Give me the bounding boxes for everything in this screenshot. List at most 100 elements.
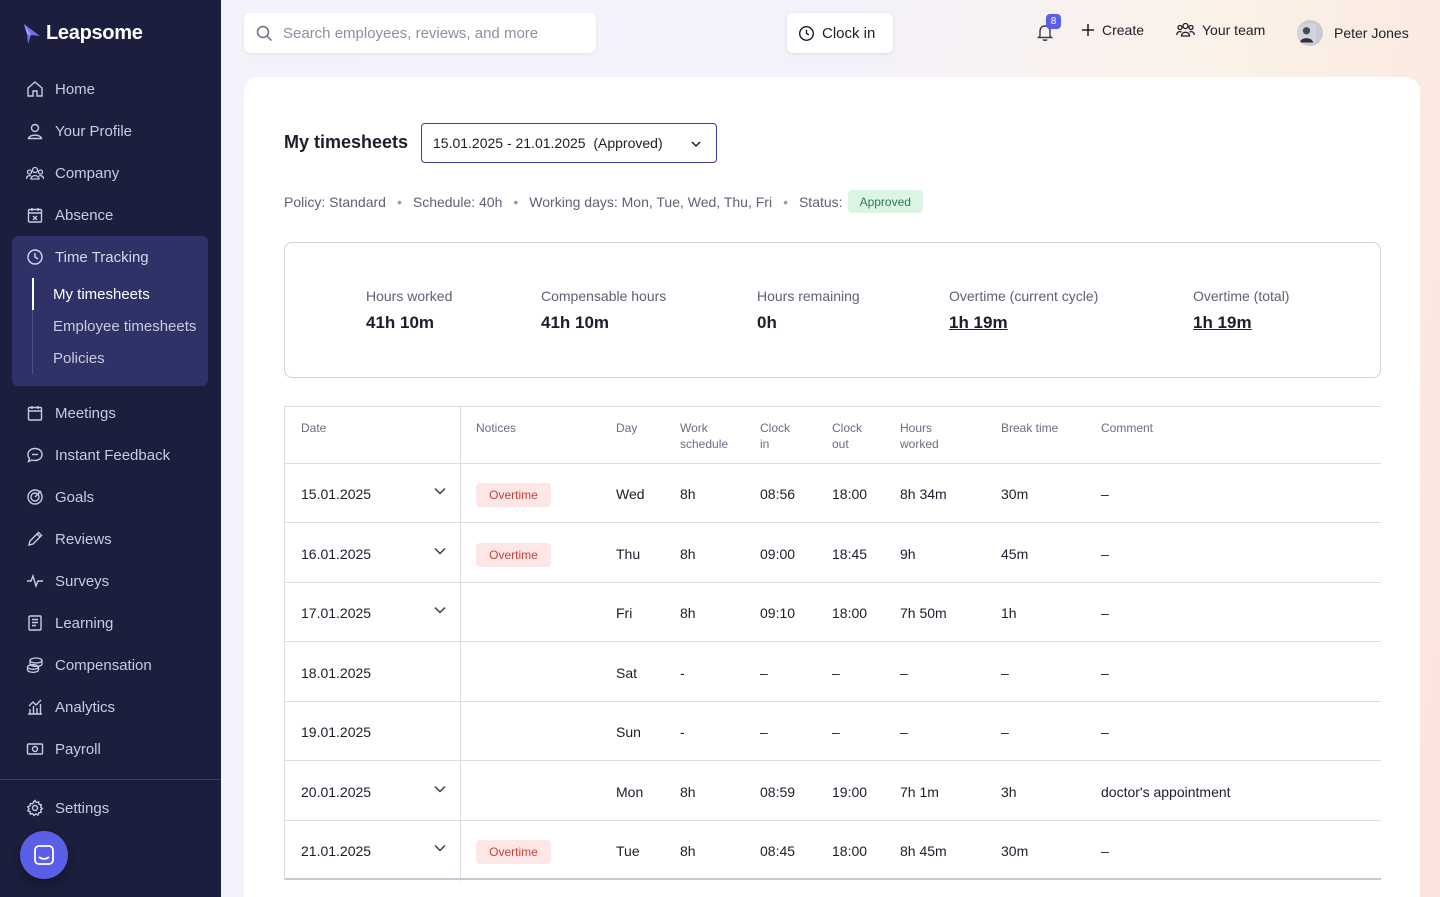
sidebar-item-payroll[interactable]: Payroll <box>12 728 208 770</box>
cell-out: 18:00 <box>832 486 868 502</box>
sidebar-nav: Home Your Profile Company Absence Time T… <box>12 68 208 770</box>
table-row[interactable]: 17.01.2025 Fri 8h 09:10 18:00 7h 50m 1h – <box>285 583 1381 642</box>
table-row: 19.01.2025 Sun - – – – – – <box>285 702 1381 761</box>
cell-date: 18.01.2025 <box>301 664 372 681</box>
stat-compensable-hours: Compensable hours 41h 10m <box>541 288 666 333</box>
plus-icon <box>1082 24 1094 36</box>
bell-icon[interactable] <box>1036 22 1054 42</box>
sidebar-item-label: Analytics <box>55 698 116 716</box>
sidebar-item-home[interactable]: Home <box>12 68 208 110</box>
table-row[interactable]: 16.01.2025 Thu 8h 09:00 18:45 9h 45m – Overtime <box>285 524 1381 583</box>
sidebar-subitem-my-timesheets[interactable]: My timesheets <box>32 278 208 310</box>
your-team-label: Your team <box>1202 22 1266 38</box>
user-name: Peter Jones <box>1334 25 1409 41</box>
period-select-value: 15.01.2025 - 21.01.2025 (Approved) <box>433 135 663 151</box>
sidebar-item-label: Your Profile <box>55 122 132 140</box>
pulse-icon <box>26 572 44 590</box>
period-select[interactable]: 15.01.2025 - 21.01.2025 (Approved) <box>421 123 717 163</box>
col-hours-worked: Hours worked <box>900 420 939 452</box>
cell-out: 18:45 <box>832 545 868 562</box>
col-clock-out: Clock out <box>832 420 862 452</box>
money-icon <box>26 740 44 758</box>
table-row[interactable]: 15.01.2025 Wed 8h 08:56 18:00 8h 34m 30m – Overt… <box>285 464 1381 523</box>
search-input[interactable]: Search employees, reviews, and more <box>283 24 539 42</box>
stat-label: Compensable hours <box>541 288 667 304</box>
cell-day: Sat <box>616 664 638 681</box>
sidebar-item-label: Meetings <box>55 404 116 422</box>
create-button[interactable]: Create <box>1081 22 1144 38</box>
overtime-cycle-link[interactable]: 1h 19m <box>949 313 1008 332</box>
cell-break: 30m <box>1001 843 1029 859</box>
sidebar-item-reviews[interactable]: Reviews <box>12 518 208 560</box>
working-days-text: Working days: Mon, Tue, Wed, Thu, Fri <box>529 193 773 210</box>
chat-icon <box>26 446 44 464</box>
cell-in: – <box>760 664 768 681</box>
clock-in-label: Clock in <box>822 24 876 42</box>
expand-chevron-icon[interactable] <box>433 544 447 558</box>
cell-out: – <box>832 724 840 740</box>
page-title: My timesheets <box>284 132 409 152</box>
sidebar-item-analytics[interactable]: Analytics <box>12 686 208 728</box>
col-clock-in-line2: in <box>760 437 770 451</box>
sidebar-item-label: Settings <box>55 799 110 817</box>
sidebar-item-compensation[interactable]: Compensation <box>12 644 208 686</box>
sidebar-subitem-policies[interactable]: Policies <box>53 349 105 367</box>
cell-break: 30m <box>1001 486 1029 502</box>
cell-day: Thu <box>616 545 641 562</box>
brand-logo[interactable]: Leapsome <box>22 22 143 45</box>
cell-comment: – <box>1101 664 1109 681</box>
clock-icon <box>798 25 815 41</box>
cell-in: 08:45 <box>760 843 796 859</box>
col-break-time: Break time <box>1001 421 1059 435</box>
cell-schedule: 8h <box>680 783 696 800</box>
main-area: Search employees, reviews, and more Cloc… <box>221 0 1440 897</box>
expand-chevron-icon[interactable] <box>433 841 447 855</box>
stat-label: Hours worked <box>366 288 453 304</box>
cell-in: 08:56 <box>760 486 796 502</box>
cell-day: Mon <box>616 783 644 800</box>
summary-panel: Hours worked 41h 10m Compensable hours 4… <box>284 242 1381 378</box>
expand-chevron-icon[interactable] <box>433 782 447 796</box>
expand-chevron-icon[interactable] <box>433 484 447 498</box>
chat-bubble-icon <box>34 845 54 865</box>
cell-worked: 7h 50m <box>900 605 947 621</box>
col-comment: Comment <box>1101 421 1154 435</box>
cell-worked: 8h 45m <box>900 843 947 859</box>
cell-in: 09:00 <box>760 545 796 562</box>
cell-out: 18:00 <box>832 605 868 621</box>
clock-icon <box>26 248 44 266</box>
team-icon <box>1176 22 1195 37</box>
sidebar-item-profile[interactable]: Your Profile <box>12 110 208 152</box>
user-menu[interactable]: Peter Jones <box>1297 20 1409 46</box>
overtime-total-link[interactable]: 1h 19m <box>1193 313 1252 332</box>
sidebar-item-settings[interactable]: Settings <box>26 787 109 829</box>
column-divider <box>460 407 461 881</box>
table-row[interactable]: 20.01.2025 Mon 8h 08:59 19:00 7h 1m 3h doctor's… <box>285 762 1381 821</box>
cell-day: Tue <box>616 843 640 859</box>
sidebar-item-learning[interactable]: Learning <box>12 602 208 644</box>
cell-date: 21.01.2025 <box>301 843 372 859</box>
sidebar-item-surveys[interactable]: Surveys <box>12 560 208 602</box>
sidebar-item-meetings[interactable]: Meetings <box>12 392 208 434</box>
cell-schedule: 8h <box>680 605 696 621</box>
chevron-down-icon <box>691 141 701 148</box>
sidebar-item-goals[interactable]: Goals <box>12 476 208 518</box>
table-row[interactable]: 21.01.2025 Tue 8h 08:45 18:00 8h 45m 30m – Overt… <box>285 821 1381 880</box>
your-team-button[interactable]: Your team <box>1176 22 1265 38</box>
col-clock-out-line1: Clock <box>832 421 863 435</box>
sidebar-item-time-tracking[interactable]: Time Tracking <box>12 236 208 278</box>
sidebar-item-instant-feedback[interactable]: Instant Feedback <box>12 434 208 476</box>
sidebar-subitem-employee-timesheets[interactable]: Employee timesheets <box>53 317 197 335</box>
meta-separator: • <box>783 193 788 210</box>
stat-hours-worked: Hours worked 41h 10m <box>366 288 452 333</box>
expand-chevron-icon[interactable] <box>433 603 447 617</box>
table-row: 18.01.2025 Sat - – – – – – <box>285 643 1381 702</box>
sidebar-item-absence[interactable]: Absence <box>12 194 208 236</box>
support-chat-button[interactable] <box>20 831 68 879</box>
sidebar-item-company[interactable]: Company <box>12 152 208 194</box>
cell-comment: – <box>1101 605 1109 621</box>
stat-label: Overtime (total) <box>1193 288 1290 304</box>
clock-in-button[interactable]: Clock in <box>787 13 893 53</box>
global-search[interactable]: Search employees, reviews, and more <box>244 13 596 53</box>
sidebar-item-label: Goals <box>55 488 95 506</box>
